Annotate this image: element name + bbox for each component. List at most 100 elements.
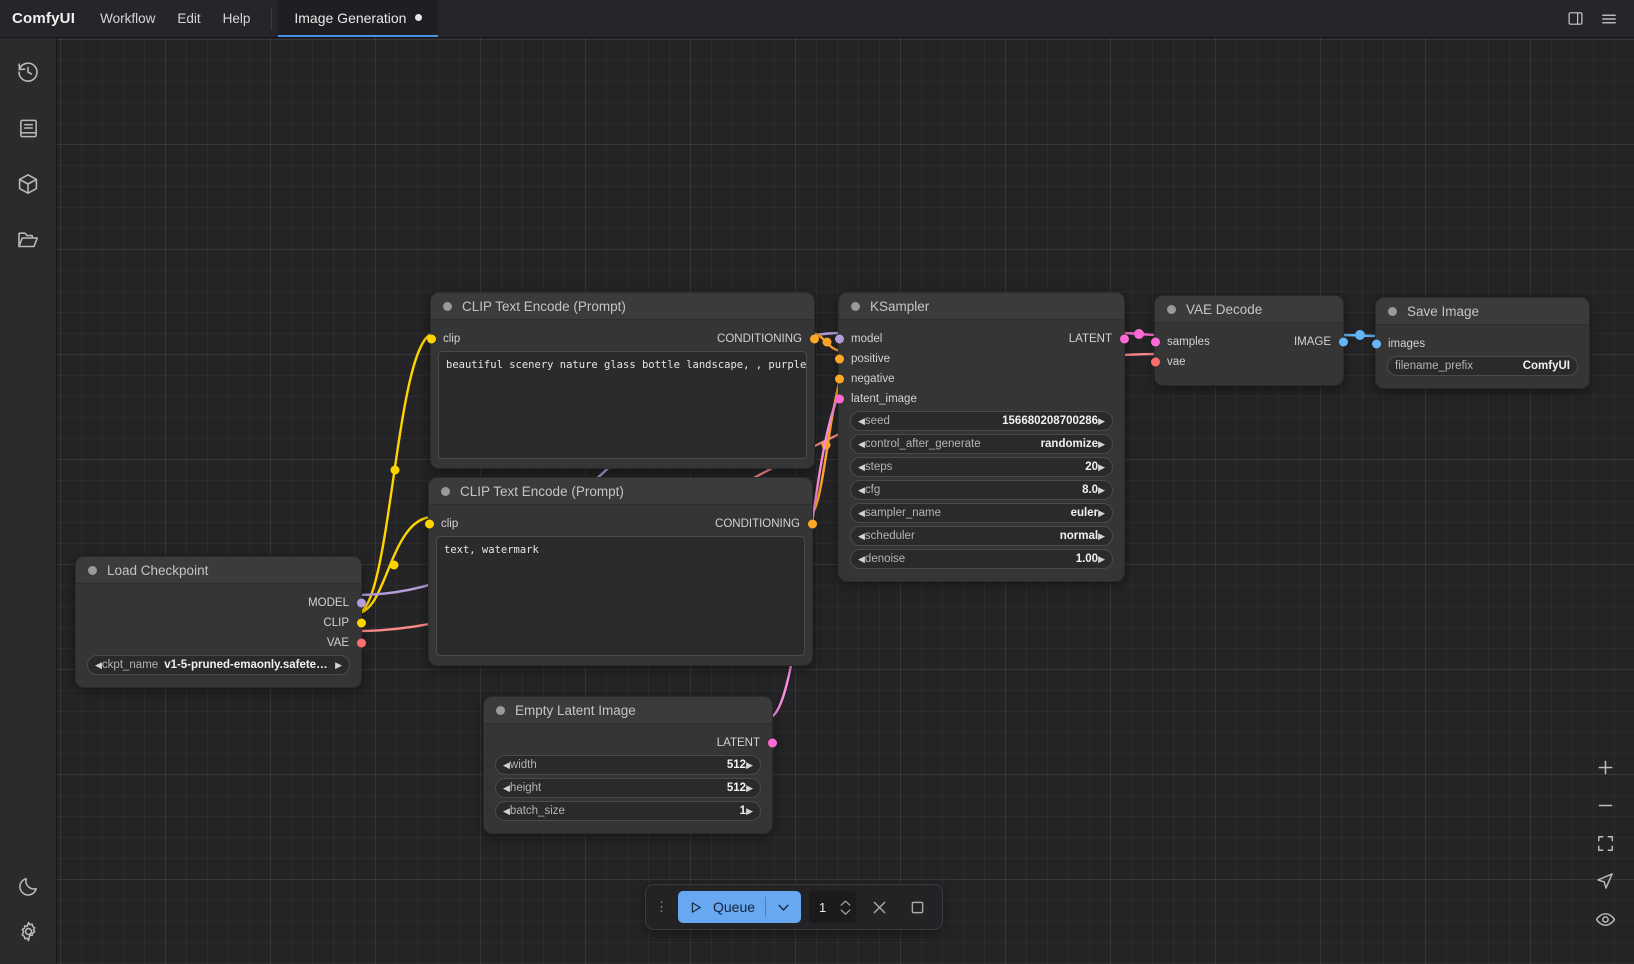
graph-canvas[interactable]: Load Checkpoint MODEL CLIP VAE ◀ [57,38,1634,964]
decrement-arrow-icon[interactable]: ◀ [503,759,510,770]
widget-value[interactable]: 1 [739,805,747,817]
spinner-down-icon[interactable] [839,908,852,916]
decrement-arrow-icon[interactable]: ◀ [858,438,865,449]
chevron-down-icon[interactable] [776,900,791,915]
toggle-links-button[interactable] [1588,902,1622,936]
collapse-dot-icon[interactable] [88,565,97,575]
node-empty-latent-image[interactable]: Empty Latent Image LATENT ◀ width 512 ▶ … [483,696,777,834]
node-clip-text-encode-negative[interactable]: CLIP Text Encode (Prompt) clip CONDITION… [424,477,817,666]
widget-value[interactable]: 1.00 [1075,553,1099,565]
output-slot-model[interactable]: MODEL [76,594,366,612]
output-slot-latent[interactable]: LATENT [484,734,777,752]
widget-filename-prefix[interactable]: filename_prefix ComfyUI [1387,356,1578,376]
port-vae[interactable] [1150,357,1160,367]
widget-value[interactable]: euler [1070,507,1099,519]
collapse-dot-icon[interactable] [496,705,505,715]
decrement-arrow-icon[interactable]: ◀ [858,553,865,564]
decrement-arrow-icon[interactable]: ◀ [503,805,510,816]
port-clip[interactable] [426,334,436,344]
batch-count-input[interactable]: 1 [809,891,857,923]
navigate-button[interactable] [1588,864,1622,898]
widget-height[interactable]: ◀ height 512 ▶ [495,778,761,798]
increment-arrow-icon[interactable]: ▶ [1098,461,1105,472]
drag-handle-icon[interactable]: ⋮ [655,899,668,914]
node-load-checkpoint[interactable]: Load Checkpoint MODEL CLIP VAE ◀ [75,556,366,688]
port-latent[interactable] [1119,334,1129,344]
workflow-tab-image-generation[interactable]: Image Generation [278,0,439,37]
node-vae-decode[interactable]: VAE Decode samples IMAGE vae [1150,295,1348,386]
widget-value[interactable]: 512 [726,782,747,794]
widget-steps[interactable]: ◀ steps 20 ▶ [850,457,1113,477]
increment-arrow-icon[interactable]: ▶ [1098,507,1105,518]
history-icon[interactable] [6,50,50,94]
panel-toggle-icon[interactable] [1560,4,1590,34]
widget-value[interactable]: 156680208700286 [1002,415,1099,427]
node-header[interactable]: CLIP Text Encode (Prompt) [431,293,814,320]
increment-arrow-icon[interactable]: ▶ [1098,415,1105,426]
output-slot-clip[interactable]: CLIP [76,614,366,632]
book-icon[interactable] [6,106,50,150]
widget-value[interactable]: randomize [1040,438,1099,450]
increment-arrow-icon[interactable]: ▶ [746,805,753,816]
widget-width[interactable]: ◀ width 512 ▶ [495,755,761,775]
decrement-arrow-icon[interactable]: ◀ [858,530,865,541]
decrement-arrow-icon[interactable]: ◀ [503,782,510,793]
decrement-arrow-icon[interactable]: ◀ [858,415,865,426]
zoom-out-button[interactable] [1588,788,1622,822]
increment-arrow-icon[interactable]: ▶ [335,659,342,670]
port-clip[interactable] [424,519,434,529]
increment-arrow-icon[interactable]: ▶ [1098,553,1105,564]
widget-control-after-generate[interactable]: ◀ control_after_generate randomize ▶ [850,434,1113,454]
collapse-dot-icon[interactable] [443,301,452,311]
port-negative[interactable] [834,374,844,384]
node-save-image[interactable]: Save Image images filename_prefix ComfyU… [1371,297,1590,389]
output-slot-vae[interactable]: VAE [76,634,366,652]
port-image[interactable] [1338,337,1348,347]
queue-prompt-button[interactable]: Queue [678,891,802,923]
increment-arrow-icon[interactable]: ▶ [746,759,753,770]
node-header[interactable]: Empty Latent Image [484,697,772,724]
port-samples[interactable] [1150,337,1160,347]
widget-ckpt-name[interactable]: ◀ ckpt_name v1-5-pruned-emaonly.safete… … [87,655,350,675]
node-header[interactable]: VAE Decode [1155,296,1343,323]
node-header[interactable]: KSampler [839,293,1124,320]
node-clip-text-encode-positive[interactable]: CLIP Text Encode (Prompt) clip CONDITION… [426,292,819,469]
unsaved-changes-dot[interactable] [415,14,423,21]
clear-queue-button[interactable] [864,892,894,922]
interrupt-button[interactable] [902,892,932,922]
widget-value[interactable]: ComfyUI [1522,360,1570,372]
port-clip[interactable] [356,618,366,628]
widget-seed[interactable]: ◀ seed 156680208700286 ▶ [850,411,1113,431]
prompt-textarea[interactable]: beautiful scenery nature glass bottle la… [438,351,807,459]
folder-icon[interactable] [6,218,50,262]
hamburger-menu-icon[interactable] [1594,4,1624,34]
port-positive[interactable] [834,354,844,364]
widget-sampler-name[interactable]: ◀ sampler_name euler ▶ [850,503,1113,523]
decrement-arrow-icon[interactable]: ◀ [858,484,865,495]
port-latent[interactable] [767,738,777,748]
decrement-arrow-icon[interactable]: ◀ [858,507,865,518]
port-vae[interactable] [356,638,366,648]
node-header[interactable]: CLIP Text Encode (Prompt) [429,478,812,505]
decrement-arrow-icon[interactable]: ◀ [858,461,865,472]
widget-value[interactable]: 20 [1085,461,1099,473]
menu-workflow[interactable]: Workflow [100,11,156,26]
widget-value[interactable]: normal [1059,530,1099,542]
collapse-dot-icon[interactable] [1388,306,1397,316]
menu-edit[interactable]: Edit [177,11,201,26]
port-latent-image[interactable] [834,394,844,404]
node-header[interactable]: Load Checkpoint [76,557,361,584]
widget-scheduler[interactable]: ◀ scheduler normal ▶ [850,526,1113,546]
port-conditioning[interactable] [807,519,817,529]
decrement-arrow-icon[interactable]: ◀ [95,659,102,670]
widget-value[interactable]: 512 [726,759,747,771]
port-images[interactable] [1371,339,1381,349]
node-ksampler[interactable]: KSampler model LATENT positive negative [834,292,1129,582]
batch-count-value[interactable]: 1 [819,899,827,915]
widget-batch-size[interactable]: ◀ batch_size 1 ▶ [495,801,761,821]
node-header[interactable]: Save Image [1376,298,1589,325]
widget-cfg[interactable]: ◀ cfg 8.0 ▶ [850,480,1113,500]
widget-value[interactable]: 8.0 [1082,484,1099,496]
spinner-up-icon[interactable] [839,899,852,907]
widget-denoise[interactable]: ◀ denoise 1.00 ▶ [850,549,1113,569]
